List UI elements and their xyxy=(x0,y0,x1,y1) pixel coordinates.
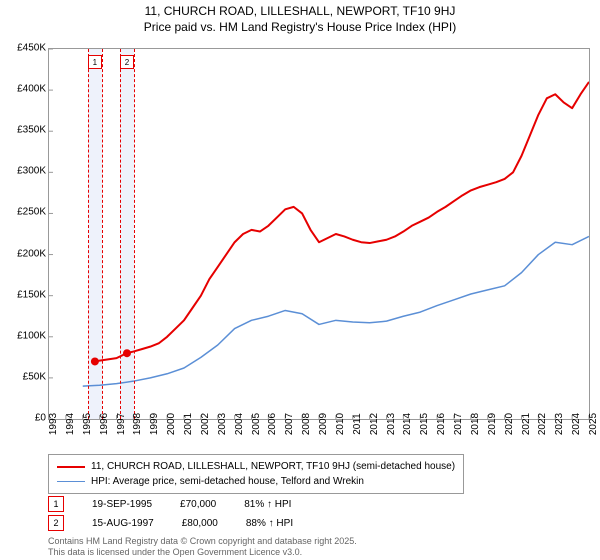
xtick-label: 2022 xyxy=(537,413,548,435)
xtick-label: 2016 xyxy=(436,413,447,435)
ytick-label: £100K xyxy=(17,330,46,341)
xtick-label: 2014 xyxy=(402,413,413,435)
xtick-label: 2005 xyxy=(251,413,262,435)
xtick-label: 2010 xyxy=(335,413,346,435)
title-line-2: Price paid vs. HM Land Registry's House … xyxy=(0,20,600,36)
xtick-label: 2009 xyxy=(318,413,329,435)
marker-date: 15-AUG-1997 xyxy=(92,518,154,529)
marker-change: 88% ↑ HPI xyxy=(246,518,293,529)
ytick-label: £300K xyxy=(17,166,46,177)
xtick-label: 2002 xyxy=(200,413,211,435)
marker-band-edge xyxy=(88,49,89,419)
series-line xyxy=(95,82,589,362)
xtick-label: 1999 xyxy=(149,413,160,435)
xtick-label: 2019 xyxy=(487,413,498,435)
marker-date: 19-SEP-1995 xyxy=(92,499,152,510)
xtick-label: 2000 xyxy=(166,413,177,435)
xtick-label: 2013 xyxy=(386,413,397,435)
ytick-label: £50K xyxy=(23,371,46,382)
ytick-label: £450K xyxy=(17,43,46,54)
legend: 11, CHURCH ROAD, LILLESHALL, NEWPORT, TF… xyxy=(48,454,464,494)
sale-point xyxy=(123,349,131,357)
plot-svg xyxy=(49,49,589,419)
xtick-label: 2018 xyxy=(470,413,481,435)
ytick-label: £250K xyxy=(17,207,46,218)
xtick-label: 2008 xyxy=(301,413,312,435)
chart-title: 11, CHURCH ROAD, LILLESHALL, NEWPORT, TF… xyxy=(0,0,600,35)
xtick-label: 2004 xyxy=(234,413,245,435)
marker-row: 1 19-SEP-1995 £70,000 81% ↑ HPI xyxy=(48,496,291,512)
xtick-label: 2021 xyxy=(521,413,532,435)
xtick-label: 2025 xyxy=(588,413,599,435)
marker-band-edge xyxy=(120,49,121,419)
marker-price: £80,000 xyxy=(182,518,218,529)
xtick-label: 2003 xyxy=(217,413,228,435)
marker-badge: 1 xyxy=(48,496,64,512)
xtick-label: 2007 xyxy=(284,413,295,435)
ytick-label: £350K xyxy=(17,125,46,136)
legend-swatch xyxy=(57,481,85,482)
marker-change: 81% ↑ HPI xyxy=(244,499,291,510)
xtick-label: 2012 xyxy=(369,413,380,435)
xtick-label: 1995 xyxy=(82,413,93,435)
footer-line-1: Contains HM Land Registry data © Crown c… xyxy=(48,536,357,547)
legend-swatch xyxy=(57,466,85,468)
xtick-label: 1997 xyxy=(116,413,127,435)
ytick-label: £200K xyxy=(17,248,46,259)
xtick-label: 2017 xyxy=(453,413,464,435)
xtick-label: 2001 xyxy=(183,413,194,435)
footer-line-2: This data is licensed under the Open Gov… xyxy=(48,547,302,558)
legend-label: HPI: Average price, semi-detached house,… xyxy=(91,474,364,489)
xtick-label: 2023 xyxy=(554,413,565,435)
marker-on-chart: 2 xyxy=(120,55,134,69)
ytick-label: £150K xyxy=(17,289,46,300)
xtick-label: 1994 xyxy=(65,413,76,435)
xtick-label: 2024 xyxy=(571,413,582,435)
legend-label: 11, CHURCH ROAD, LILLESHALL, NEWPORT, TF… xyxy=(91,459,455,474)
xtick-label: 1996 xyxy=(99,413,110,435)
marker-row: 2 15-AUG-1997 £80,000 88% ↑ HPI xyxy=(48,515,293,531)
marker-band-edge xyxy=(134,49,135,419)
sale-point xyxy=(91,357,99,365)
xtick-label: 2015 xyxy=(419,413,430,435)
xtick-label: 2011 xyxy=(352,413,363,435)
xtick-label: 2006 xyxy=(267,413,278,435)
series-line xyxy=(83,236,589,386)
legend-item: HPI: Average price, semi-detached house,… xyxy=(57,474,455,489)
xtick-label: 1993 xyxy=(48,413,59,435)
chart-container: 11, CHURCH ROAD, LILLESHALL, NEWPORT, TF… xyxy=(0,0,600,560)
title-line-1: 11, CHURCH ROAD, LILLESHALL, NEWPORT, TF… xyxy=(0,4,600,20)
marker-badge: 2 xyxy=(48,515,64,531)
marker-on-chart: 1 xyxy=(88,55,102,69)
ytick-label: £0 xyxy=(35,413,46,424)
marker-price: £70,000 xyxy=(180,499,216,510)
xtick-label: 2020 xyxy=(504,413,515,435)
ytick-label: £400K xyxy=(17,84,46,95)
legend-item: 11, CHURCH ROAD, LILLESHALL, NEWPORT, TF… xyxy=(57,459,455,474)
marker-band-edge xyxy=(102,49,103,419)
xtick-label: 1998 xyxy=(132,413,143,435)
plot-area: 12 xyxy=(48,48,590,420)
